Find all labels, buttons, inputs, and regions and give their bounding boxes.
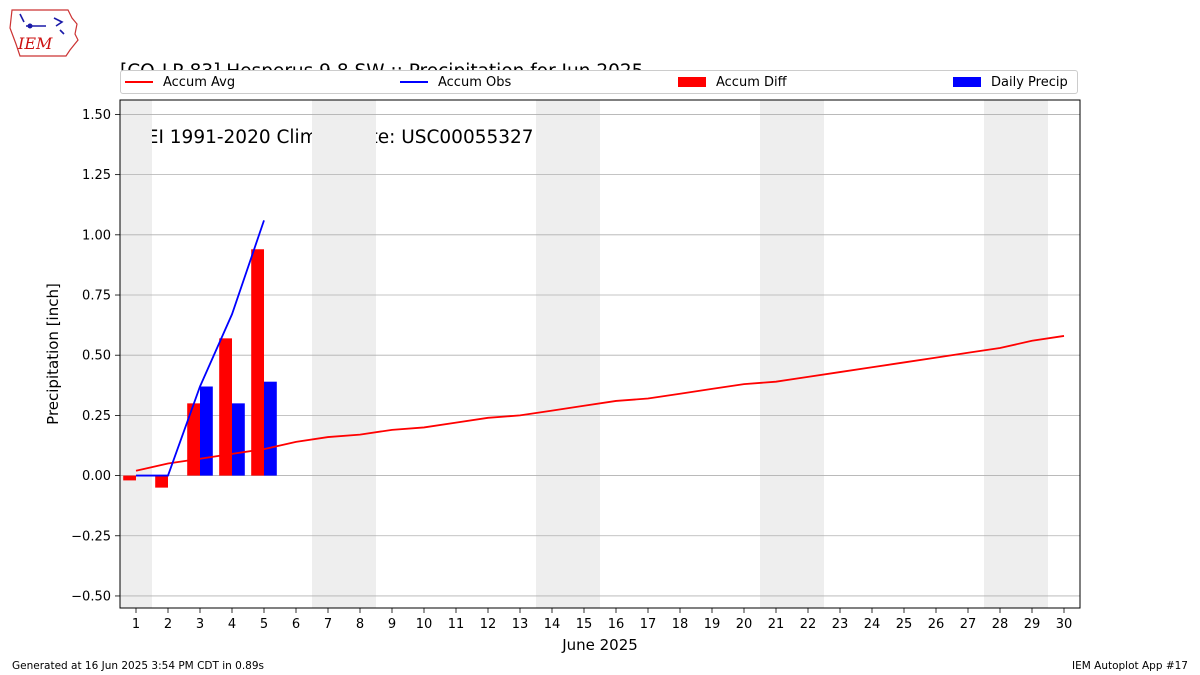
daily-precip-bar [264, 381, 277, 476]
x-tick-label: 1 [132, 617, 140, 632]
x-tick-label: 25 [896, 617, 913, 632]
x-tick-label: 6 [292, 617, 300, 632]
x-tick-label: 27 [960, 617, 977, 632]
daily-precip-bar [232, 403, 245, 476]
x-tick-label: 24 [864, 617, 881, 632]
legend-item-accum-avg: Accum Avg [125, 71, 235, 93]
x-tick-label: 20 [736, 617, 753, 632]
footer-app-label: IEM Autoplot App #17 [1072, 660, 1188, 672]
x-tick-label: 15 [576, 617, 593, 632]
x-tick-label: 9 [388, 617, 396, 632]
accum-diff-bar [123, 475, 136, 481]
x-tick-label: 19 [704, 617, 721, 632]
legend-item-accum-diff: Accum Diff [678, 71, 787, 93]
x-tick-label: 17 [640, 617, 657, 632]
daily-precip-bar [200, 386, 213, 476]
x-tick-label: 23 [832, 617, 849, 632]
legend-label: Accum Avg [163, 74, 236, 90]
x-tick-label: 8 [356, 617, 364, 632]
legend-item-daily-precip: Daily Precip [953, 71, 1068, 93]
precipitation-chart: −0.50−0.250.000.250.500.751.001.251.501 2… [44, 99, 1081, 654]
accum-diff-bar [219, 338, 232, 476]
x-tick-label: 28 [992, 617, 1009, 632]
x-tick-label: 14 [544, 617, 561, 632]
y-tick-label: 0.25 [82, 409, 111, 424]
x-tick-label: 7 [324, 617, 332, 632]
x-tick-label: 5 [260, 617, 268, 632]
legend-label: Accum Diff [716, 74, 787, 90]
logo-text: IEM [17, 34, 53, 53]
x-tick-label: 21 [768, 617, 785, 632]
weekend-band [984, 100, 1048, 608]
legend-swatch-accum-obs [400, 81, 428, 83]
legend-label: Daily Precip [991, 74, 1068, 90]
x-tick-label: 29 [1024, 617, 1041, 632]
y-axis-label: Precipitation [inch] [44, 283, 62, 425]
weather-symbols-icon [19, 13, 65, 35]
chart-legend: Accum Avg Accum Obs Accum Diff Daily Pre… [120, 70, 1078, 94]
accum-obs-line [136, 220, 265, 477]
weekend-band [536, 100, 600, 608]
weekend-band [760, 100, 824, 608]
legend-swatch-accum-avg [125, 81, 153, 83]
y-tick-label: −0.25 [71, 529, 111, 544]
y-tick-label: 0.50 [82, 349, 111, 364]
legend-swatch-daily-precip [953, 77, 981, 87]
accum-avg-line [135, 335, 1065, 472]
x-tick-label: 13 [512, 617, 529, 632]
weekend-band [312, 100, 376, 608]
iem-logo: IEM [9, 9, 79, 57]
y-tick-label: 0.75 [82, 289, 111, 304]
y-tick-label: 0.00 [82, 469, 111, 484]
accum-diff-bar [155, 475, 168, 488]
x-tick-label: 26 [928, 617, 945, 632]
x-tick-label: 30 [1056, 617, 1073, 632]
accum-diff-bar [251, 249, 264, 476]
x-tick-label: 12 [480, 617, 497, 632]
plot-frame [119, 99, 1081, 609]
x-tick-label: 3 [196, 617, 204, 632]
weekend-band [120, 100, 152, 608]
footer-generated-text: Generated at 16 Jun 2025 3:54 PM CDT in … [12, 660, 265, 672]
y-tick-label: 1.25 [82, 168, 111, 183]
legend-label: Accum Obs [438, 74, 512, 90]
legend-swatch-accum-diff [678, 77, 706, 87]
accum-diff-bar [187, 403, 200, 476]
x-tick-label: 16 [608, 617, 625, 632]
y-tick-label: 1.50 [82, 108, 111, 123]
x-tick-label: 2 [164, 617, 172, 632]
x-axis-label: June 2025 [561, 636, 638, 654]
x-tick-label: 22 [800, 617, 817, 632]
legend-item-accum-obs: Accum Obs [400, 71, 511, 93]
x-tick-label: 18 [672, 617, 689, 632]
y-tick-label: −0.50 [71, 589, 111, 604]
x-tick-label: 4 [228, 617, 236, 632]
x-tick-label: 10 [416, 617, 433, 632]
x-tick-label: 11 [448, 617, 465, 632]
y-tick-label: 1.00 [82, 228, 111, 243]
